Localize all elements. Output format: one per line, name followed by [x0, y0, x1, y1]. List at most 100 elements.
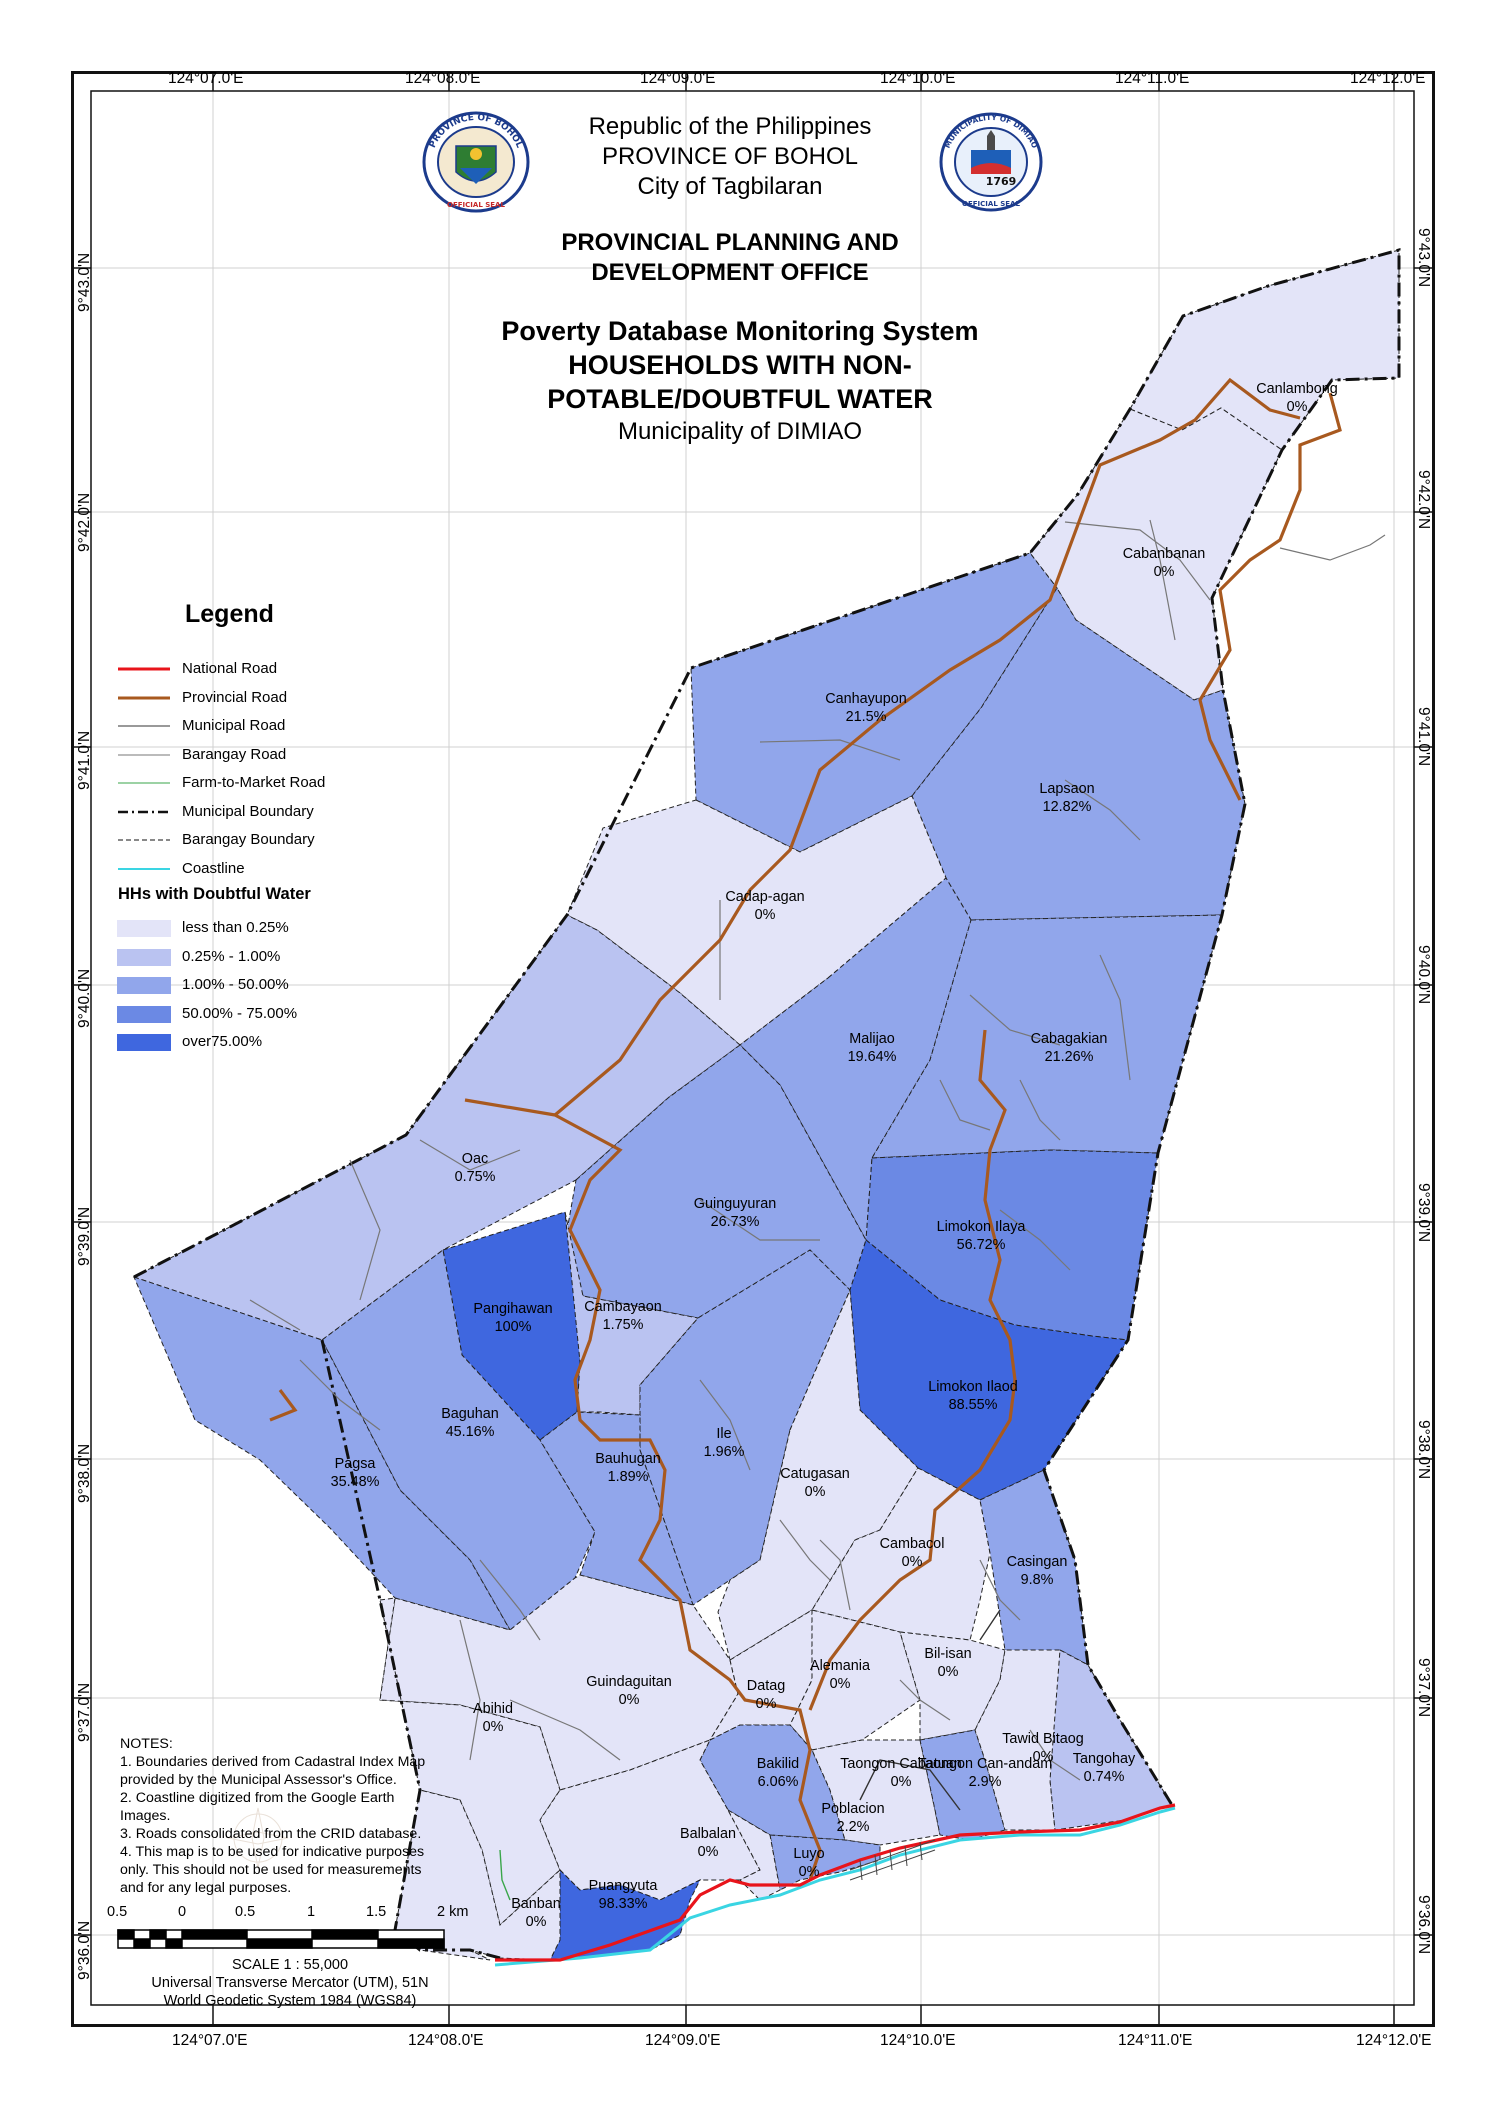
polygon-bauhugan [539, 1411, 694, 1606]
barangay-name: Alemania [810, 1658, 870, 1674]
barangay-name: Abihid [472, 1701, 514, 1717]
barangay-label: Guinguyuran 26.73% [694, 1195, 776, 1231]
coord-bottom-0: 124°07.0'E [172, 2032, 248, 2049]
legend-class: 0.25% - 1.00% [110, 943, 370, 972]
barangay-value: 0% [1032, 1749, 1054, 1765]
legend-item: Municipal Boundary [110, 798, 370, 827]
legend-class: 1.00% - 50.00% [110, 971, 370, 1000]
legend-class-label: 1.00% - 50.00% [182, 976, 289, 993]
note-line: 2. Coastline digitized from the Google E… [120, 1790, 395, 1806]
notes: NOTES: 1. Boundaries derived from Cadast… [120, 1735, 460, 1897]
barangay-name: Guindaguitan [586, 1674, 672, 1690]
barangay-name: Balbalan [679, 1826, 737, 1842]
coord-left-3: 9°40.0'N [76, 968, 93, 1028]
legend-line-symbol [118, 867, 170, 870]
barangay-label: Limokon Ilaod 88.55% [928, 1378, 1018, 1414]
barangay-value: 1.96% [703, 1444, 745, 1460]
legend-item-label: Barangay Road [182, 745, 287, 763]
notes-list: 1. Boundaries derived from Cadastral Ind… [120, 1753, 460, 1897]
coord-top-3: 124°10.0'E [880, 70, 956, 87]
barangay-name: Luyo [793, 1846, 825, 1862]
legend-title: Legend [185, 600, 274, 628]
barangay-polygons [132, 249, 1400, 1961]
map-title: Poverty Database Monitoring System HOUSE… [420, 314, 1060, 448]
polygon-catugasan [717, 1289, 919, 1661]
legend-item: Farm-to-Market Road [110, 769, 370, 798]
barangay-label: Puangyuta 98.33% [589, 1877, 658, 1913]
coastline [494, 1806, 1176, 1967]
legend-line-symbol [118, 782, 170, 784]
coord-right-4: 9°39.0'N [1415, 1183, 1432, 1243]
barangay-value: 0% [890, 1774, 912, 1790]
barangay-label: Pagsa 35.48% [331, 1455, 380, 1491]
barangay-name: Pagsa [334, 1456, 376, 1472]
inner-neatline [90, 90, 1415, 2006]
legend-swatch [117, 977, 171, 994]
barangay-name: Tangohay [1072, 1751, 1136, 1767]
barangay-value: 0% [525, 1914, 547, 1930]
barangay-label: Cabagakian 21.26% [1031, 1030, 1108, 1066]
legend-item-label: Coastline [182, 859, 245, 877]
barangay-label: Tangohay 0.74% [1073, 1750, 1135, 1786]
barangay-value: 35.48% [330, 1474, 380, 1490]
barangay-name: Tawid Bitaog [1002, 1731, 1084, 1747]
coord-bottom-5: 124°12.0'E [1356, 2032, 1432, 2049]
barangay-label: Cambayaon 1.75% [584, 1298, 662, 1334]
legend-line-symbol [118, 754, 170, 755]
legend-item: Municipal Road [110, 712, 370, 741]
note-line: 4. This map is to be used for indicative… [120, 1844, 425, 1860]
coord-top-2: 124°09.0'E [640, 70, 716, 87]
seal-right-year: 1769 [986, 175, 1017, 188]
barangay-value: 2.2% [836, 1819, 870, 1835]
note-line: only. This should not be used for measur… [120, 1862, 422, 1878]
barangay-label: Poblacion 2.2% [821, 1800, 884, 1836]
legend-class: 50.00% - 75.00% [110, 1000, 370, 1029]
legend-line-symbol [118, 667, 170, 671]
polygon-cambacol [811, 1467, 991, 1641]
scale-tick-4: 1.5 [366, 1904, 387, 1920]
polygon-guindaguitan [379, 1574, 739, 1791]
barangay-value: 21.26% [1044, 1049, 1094, 1065]
barangay-value: 0% [697, 1844, 719, 1860]
barangay-name: Taongon Can-andam [917, 1756, 1053, 1772]
barangay-name: Banban [511, 1896, 561, 1912]
legend-swatch [117, 1005, 171, 1023]
barangay-label: Malijao 19.64% [848, 1030, 897, 1066]
barangay-name: Taongon Cabatuan [840, 1756, 962, 1772]
national-road [495, 1803, 1176, 1962]
barangay-name: Baguhan [441, 1406, 499, 1422]
barangay-name: Cabanbanan [1122, 546, 1206, 562]
coord-right-6: 9°37.0'N [1415, 1658, 1432, 1718]
coord-right-2: 9°41.0'N [1415, 707, 1432, 767]
scale-text: SCALE 1 : 55,000 Universal Transverse Me… [90, 1956, 490, 2010]
poblacion-street-grid [849, 1839, 936, 1881]
municipal-roads [859, 1609, 1001, 1811]
legend-item-label: Barangay Boundary [182, 831, 315, 848]
legend-item: Coastline [110, 855, 370, 884]
barangay-label: Luyo 0% [793, 1845, 824, 1881]
coord-top-1: 124°08.0'E [405, 70, 481, 87]
barangay-label: Oac 0.75% [455, 1150, 496, 1186]
scale-bar [117, 1929, 445, 1949]
title-line-1: HOUSEHOLDS WITH NON- [568, 350, 912, 380]
barangay-value: 1.89% [607, 1469, 649, 1485]
legend-line-symbol [118, 810, 170, 813]
barangay-name: Datag [746, 1678, 786, 1694]
legend-class-label: less than 0.25% [182, 919, 289, 936]
legend-swatch [117, 920, 171, 937]
barangay-name: Cabagakian [1030, 1031, 1108, 1047]
barangay-value: 6.06% [757, 1774, 799, 1790]
barangay-name: Catugasan [780, 1466, 850, 1482]
barangay-name: Limokon Ilaod [928, 1379, 1018, 1395]
barangay-value: 98.33% [598, 1896, 648, 1912]
legend-line-list: National Road Provincial Road Municipal Ro… [110, 655, 370, 883]
legend-item: National Road [110, 655, 370, 684]
barangay-value: 19.64% [847, 1049, 897, 1065]
coord-bottom-2: 124°09.0'E [645, 2032, 721, 2049]
legend-line-symbol [118, 839, 170, 841]
barangay-value: 21.5% [845, 709, 887, 725]
barangay-value: 0% [755, 1696, 777, 1712]
barangay-value: 45.16% [445, 1424, 495, 1440]
legend-class-list: less than 0.25% 0.25% - 1.00% 1.00% - 50.0… [110, 914, 370, 1057]
polygon-balbalan [539, 1739, 761, 1901]
